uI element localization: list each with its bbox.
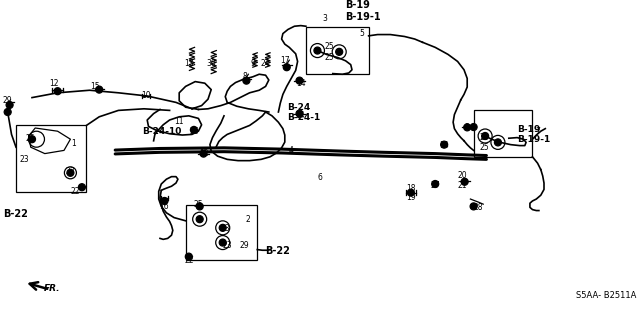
Text: 22: 22 [71, 188, 80, 196]
Text: 25: 25 [324, 42, 334, 51]
Text: 29: 29 [239, 241, 250, 250]
Text: 24: 24 [260, 60, 271, 68]
Circle shape [54, 88, 61, 95]
Text: 9: 9 [250, 60, 255, 68]
Text: 11: 11 [175, 117, 184, 126]
Bar [186, 205, 257, 260]
Circle shape [200, 150, 207, 157]
Text: B-22: B-22 [3, 209, 28, 220]
Bar [16, 125, 86, 192]
Text: 25: 25 [193, 200, 204, 209]
Text: B-24-10: B-24-10 [142, 127, 182, 136]
Text: 15: 15 [90, 82, 100, 91]
Circle shape [432, 180, 438, 188]
Text: 18: 18 [406, 184, 415, 193]
Text: 13: 13 [184, 60, 195, 68]
Circle shape [284, 64, 290, 71]
Circle shape [220, 239, 226, 246]
Circle shape [186, 253, 192, 260]
Text: 29: 29 [3, 96, 13, 105]
Text: 19: 19 [406, 193, 416, 202]
Text: 12: 12 [50, 79, 59, 88]
Text: 23: 23 [222, 241, 232, 250]
Circle shape [408, 189, 414, 196]
Circle shape [470, 124, 477, 131]
Text: 23: 23 [65, 167, 76, 176]
Text: 6: 6 [317, 173, 323, 182]
Circle shape [495, 139, 501, 146]
Circle shape [470, 203, 477, 210]
Text: 23: 23 [19, 156, 29, 164]
Text: 10: 10 [141, 92, 151, 100]
Circle shape [4, 108, 11, 116]
Circle shape [314, 47, 321, 54]
Text: 17: 17 [280, 56, 290, 65]
Text: FR.: FR. [44, 284, 60, 293]
Bar [306, 27, 369, 74]
Circle shape [161, 197, 168, 204]
Text: 16: 16 [159, 202, 170, 211]
Text: S5AA- B2511A: S5AA- B2511A [577, 291, 637, 300]
Text: 14: 14 [439, 141, 449, 150]
Text: B-24
B-24-1: B-24 B-24-1 [287, 103, 320, 122]
Circle shape [296, 77, 303, 84]
Text: 14: 14 [294, 111, 305, 120]
Text: 27: 27 [430, 181, 440, 190]
Text: 25: 25 [324, 53, 334, 62]
Text: 3: 3 [465, 124, 470, 132]
Text: 22: 22 [184, 256, 193, 265]
Text: 25: 25 [479, 133, 489, 142]
Text: 2: 2 [246, 215, 251, 224]
Text: B-22: B-22 [266, 246, 291, 256]
Circle shape [196, 203, 203, 210]
Text: 12: 12 [199, 149, 208, 158]
Text: 5: 5 [359, 29, 364, 38]
Text: 30: 30 [206, 60, 216, 68]
Circle shape [96, 86, 102, 93]
Text: 4: 4 [289, 146, 294, 155]
Circle shape [441, 141, 447, 148]
Circle shape [79, 184, 85, 191]
Text: B-19
B-19-1: B-19 B-19-1 [517, 125, 550, 144]
Text: 26: 26 [189, 127, 199, 136]
Text: 3: 3 [323, 14, 328, 23]
Circle shape [196, 216, 203, 223]
Text: 25: 25 [26, 134, 36, 143]
Circle shape [220, 224, 226, 231]
Circle shape [67, 169, 74, 176]
Bar [474, 110, 532, 157]
Circle shape [296, 110, 303, 117]
Text: 20: 20 [457, 172, 467, 180]
Circle shape [191, 126, 197, 133]
Text: 21: 21 [458, 181, 467, 190]
Text: 8: 8 [242, 72, 247, 81]
Text: 25: 25 [479, 143, 489, 152]
Circle shape [464, 124, 470, 131]
Text: 28: 28 [474, 204, 483, 212]
Circle shape [461, 178, 468, 185]
Text: 1: 1 [71, 140, 76, 148]
Text: B-19
B-19-1: B-19 B-19-1 [346, 0, 381, 22]
Text: 23: 23 [220, 224, 230, 233]
Circle shape [336, 48, 342, 55]
Circle shape [482, 132, 488, 140]
Circle shape [29, 136, 35, 143]
Circle shape [243, 77, 250, 84]
Circle shape [6, 101, 13, 108]
Text: 14: 14 [296, 79, 306, 88]
Text: 7: 7 [535, 127, 540, 136]
